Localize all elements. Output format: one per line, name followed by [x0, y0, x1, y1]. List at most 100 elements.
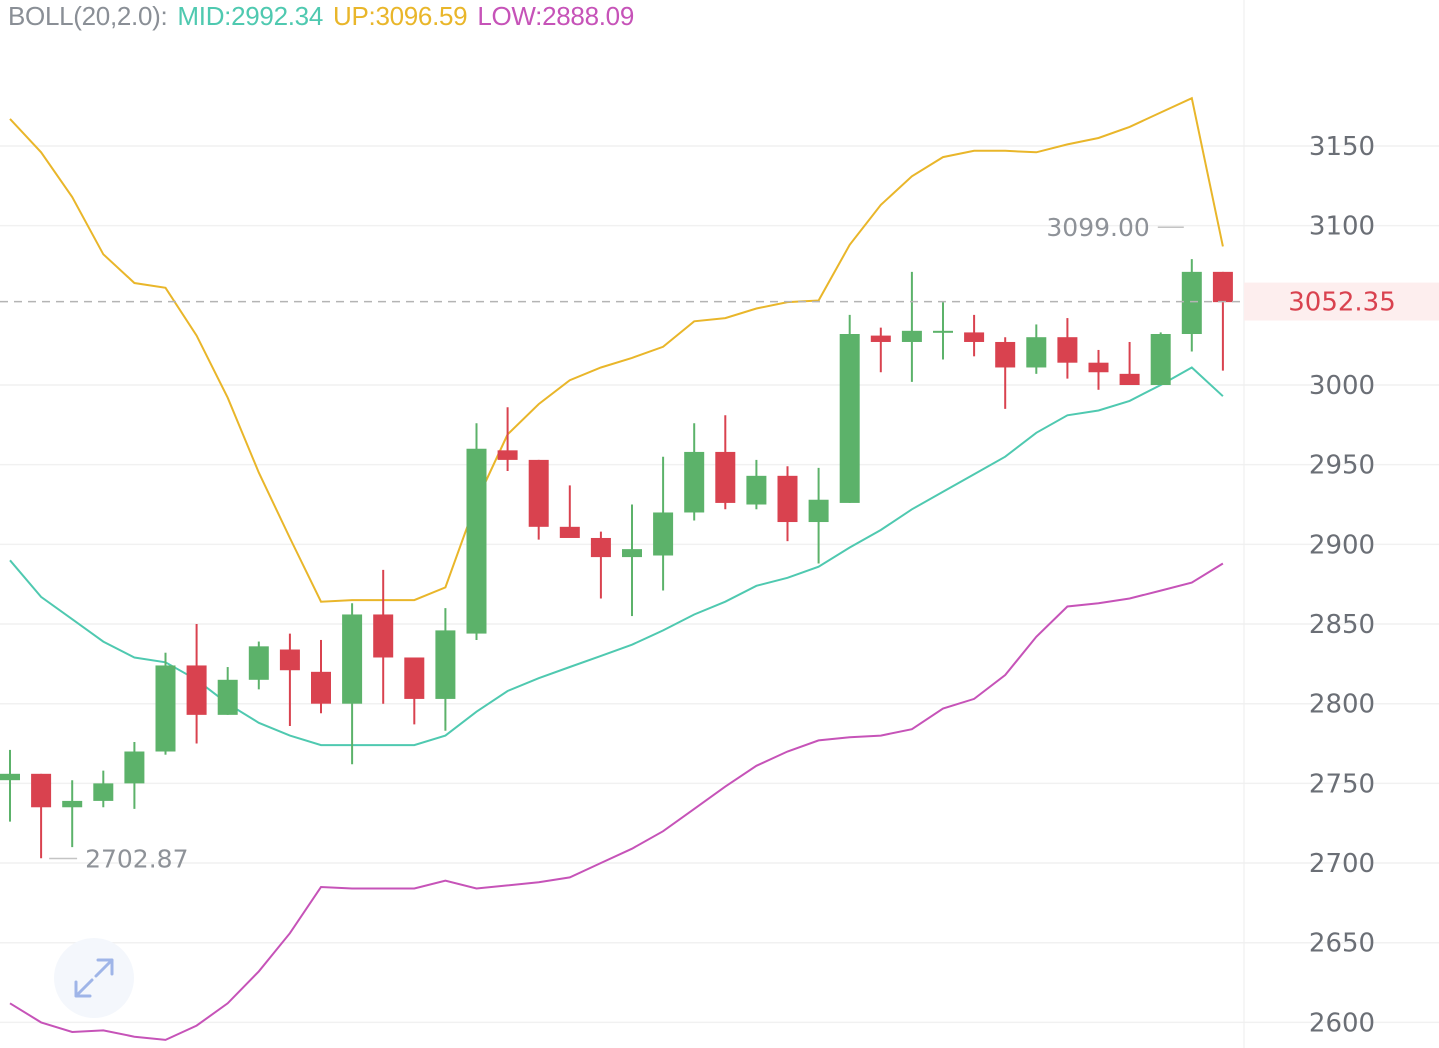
- boll-low-line: [9, 562, 1224, 1041]
- candle-body: [1212, 271, 1233, 303]
- y-tick-label: 2600: [1309, 1008, 1375, 1038]
- candle-body: [1026, 337, 1047, 368]
- candle-body: [124, 751, 145, 784]
- candle-up: [1181, 259, 1202, 352]
- candle-up: [808, 467, 829, 564]
- candle-body: [528, 459, 549, 527]
- high-marker-label: 3099.00: [1046, 213, 1149, 242]
- candle-down: [964, 314, 985, 357]
- candle-up: [1026, 324, 1047, 374]
- candle-down: [559, 485, 580, 538]
- candle-body: [1119, 373, 1140, 385]
- extreme-markers: 3099.00 2702.87: [49, 213, 1184, 873]
- y-tick-label: 2750: [1309, 769, 1375, 799]
- candle-down: [1119, 341, 1140, 385]
- candle-body: [995, 341, 1016, 368]
- expand-arrows-icon: [74, 958, 114, 998]
- candle-up: [1150, 332, 1171, 385]
- candle-body: [684, 451, 705, 513]
- boll-mid-line: [9, 366, 1224, 747]
- candle-body: [155, 665, 176, 752]
- candle-body: [404, 657, 425, 699]
- candle-up: [248, 641, 269, 690]
- y-tick-label: 2850: [1309, 610, 1375, 640]
- candle-down: [995, 337, 1016, 409]
- candles: [0, 259, 1233, 859]
- candle-up: [435, 608, 456, 731]
- candle-body: [62, 800, 83, 808]
- candle-up: [217, 667, 238, 715]
- candle-body: [933, 330, 953, 333]
- expand-chart-button[interactable]: [54, 938, 134, 1018]
- candle-up: [684, 423, 705, 521]
- candle-down: [777, 466, 798, 542]
- candle-body: [746, 475, 767, 505]
- candle-up: [93, 770, 114, 808]
- candle-body: [279, 649, 300, 671]
- candle-body: [590, 537, 611, 558]
- candle-body: [186, 665, 207, 715]
- candle-down: [373, 569, 394, 704]
- candle-body: [715, 451, 736, 503]
- candle-body: [373, 614, 394, 658]
- candle-body: [248, 646, 269, 680]
- candle-up: [901, 271, 922, 382]
- price-axis: 3150 3100 3000 2950 2900 2850 2800 2750 2700 2650…: [1244, 132, 1439, 1038]
- candle-body: [808, 499, 829, 523]
- candle-body: [777, 475, 798, 523]
- candle-body: [1150, 334, 1171, 385]
- candle-body: [342, 614, 363, 704]
- candle-up: [622, 504, 642, 617]
- boll-up-line: [9, 96, 1224, 603]
- y-tick-label: 3000: [1309, 371, 1375, 401]
- candle-up: [839, 314, 860, 503]
- candle-up: [342, 603, 363, 765]
- grid-lines: [0, 145, 1439, 1024]
- candle-body: [839, 334, 860, 503]
- candle-body: [93, 783, 114, 801]
- candle-down: [1057, 318, 1078, 379]
- boll-mid-value: MID:2992.34: [177, 1, 323, 31]
- y-tick-label: 2950: [1309, 451, 1375, 481]
- candle-down: [590, 531, 611, 599]
- y-tick-label: 2800: [1309, 690, 1375, 720]
- candle-down: [311, 639, 331, 714]
- y-tick-label: 2900: [1309, 530, 1375, 560]
- candle-down: [715, 415, 736, 510]
- candle-body: [901, 330, 922, 342]
- boll-low-value: LOW:2888.09: [477, 1, 634, 31]
- candle-up: [466, 423, 487, 640]
- candle-body: [31, 773, 52, 808]
- candle-down: [31, 773, 52, 859]
- candle-up: [933, 302, 953, 360]
- candle-body: [0, 773, 20, 781]
- y-tick-label: 2700: [1309, 849, 1375, 879]
- candle-down: [528, 459, 549, 540]
- y-tick-label: 3100: [1309, 212, 1375, 242]
- candle-body: [653, 512, 674, 556]
- bollinger-bands: [9, 96, 1224, 1041]
- candle-body: [622, 549, 642, 558]
- candle-down: [1088, 349, 1109, 390]
- candle-up: [653, 456, 674, 591]
- candle-body: [1088, 362, 1109, 373]
- candle-body: [1181, 271, 1202, 335]
- candle-down: [186, 624, 207, 744]
- candle-up: [124, 741, 145, 809]
- candle-body: [870, 335, 891, 342]
- candle-down: [870, 327, 891, 373]
- candle-up: [155, 652, 176, 755]
- candle-body: [497, 450, 518, 460]
- candle-body: [466, 448, 487, 634]
- boll-indicator-header: BOLL(20,2.0): MID:2992.34 UP:3096.59 LOW:28…: [8, 0, 644, 34]
- candle-up: [0, 749, 20, 822]
- y-tick-label: 2650: [1309, 929, 1375, 959]
- candle-down: [1212, 271, 1233, 371]
- low-marker-label: 2702.87: [85, 844, 188, 873]
- candle-up: [746, 459, 767, 510]
- candle-body: [311, 671, 331, 704]
- boll-up-value: UP:3096.59: [333, 1, 468, 31]
- boll-label: BOLL(20,2.0):: [8, 1, 168, 31]
- y-tick-label: 3150: [1309, 132, 1375, 162]
